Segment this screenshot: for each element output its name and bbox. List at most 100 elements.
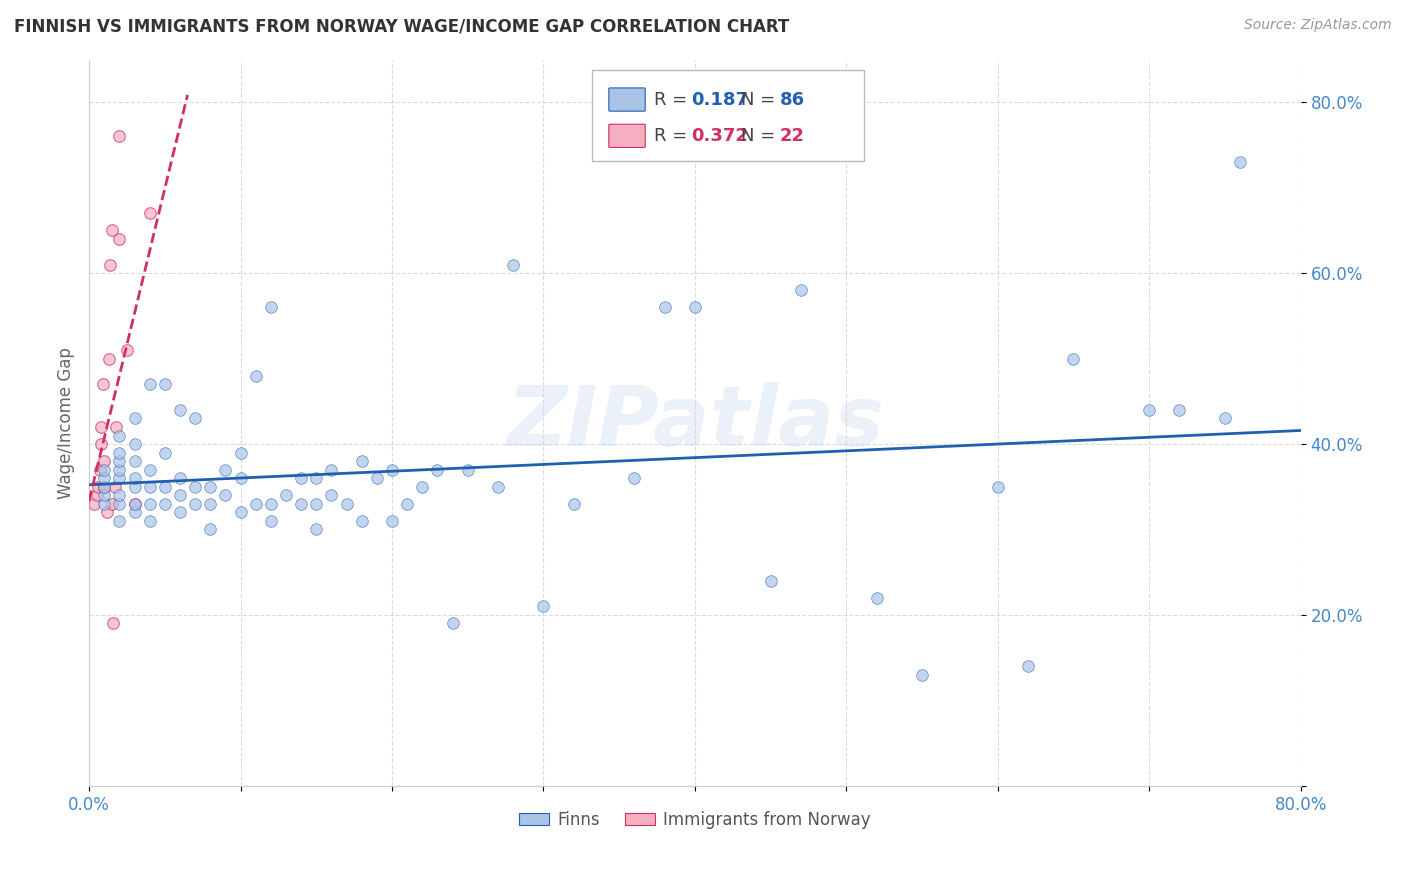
Point (200, 523, 222, 537)
Point (562, 497, 585, 511)
Point (623, 471, 645, 485)
Point (93, 497, 115, 511)
Point (101, 223, 124, 237)
Point (426, 463, 449, 477)
Text: 0.187: 0.187 (692, 91, 748, 109)
Point (396, 497, 419, 511)
Point (486, 480, 509, 494)
Point (115, 343, 138, 357)
Point (93, 488, 115, 502)
Point (138, 497, 160, 511)
Point (108, 454, 131, 468)
Text: 22: 22 (780, 127, 804, 145)
Point (169, 505, 191, 519)
Point (366, 471, 388, 485)
Point (108, 488, 131, 502)
Point (90, 437, 112, 451)
Point (138, 206, 160, 220)
Point (98, 258, 121, 272)
Point (124, 480, 146, 494)
Point (987, 480, 1010, 494)
Point (321, 463, 343, 477)
Point (305, 523, 328, 537)
Point (865, 591, 887, 605)
Legend: Finns, Immigrants from Norway: Finns, Immigrants from Norway (512, 805, 877, 836)
Point (790, 283, 813, 297)
Point (1213, 411, 1236, 425)
Point (89, 463, 111, 477)
Point (108, 232, 131, 246)
Point (108, 497, 131, 511)
Point (93, 480, 115, 494)
Point (153, 497, 176, 511)
Point (138, 377, 160, 392)
Text: 86: 86 (780, 91, 804, 109)
Point (1017, 659, 1039, 673)
Point (124, 497, 146, 511)
Point (86, 488, 108, 502)
Point (381, 514, 404, 528)
Point (138, 480, 160, 494)
Point (108, 129, 131, 144)
Point (108, 428, 131, 442)
Point (350, 514, 373, 528)
Point (654, 301, 676, 315)
Point (103, 616, 125, 631)
Point (200, 497, 222, 511)
Point (441, 616, 464, 631)
Point (169, 471, 191, 485)
Point (245, 368, 267, 383)
Point (245, 497, 267, 511)
Point (759, 574, 782, 588)
Point (290, 497, 312, 511)
Point (104, 480, 127, 494)
Point (124, 505, 146, 519)
Point (229, 445, 252, 459)
Point (91, 377, 114, 392)
Point (90, 420, 112, 434)
Point (124, 454, 146, 468)
Text: N =: N = (741, 91, 780, 109)
Point (169, 403, 191, 417)
Point (124, 437, 146, 451)
Text: N =: N = (741, 127, 780, 145)
FancyBboxPatch shape (609, 124, 645, 147)
Point (96, 505, 118, 519)
Point (381, 463, 404, 477)
Point (169, 488, 191, 502)
Point (93, 454, 115, 468)
Point (93, 480, 115, 494)
Point (93, 471, 115, 485)
Point (502, 258, 524, 272)
Point (105, 420, 128, 434)
Point (305, 471, 328, 485)
Point (97, 351, 120, 366)
Point (108, 463, 131, 477)
Point (153, 480, 176, 494)
Point (290, 471, 312, 485)
Point (87, 480, 110, 494)
Point (93, 463, 115, 477)
Point (108, 471, 131, 485)
Text: R =: R = (654, 91, 693, 109)
Point (200, 480, 222, 494)
Point (457, 463, 479, 477)
Point (1137, 403, 1160, 417)
Point (138, 463, 160, 477)
Point (1229, 155, 1251, 169)
Point (124, 497, 146, 511)
Point (531, 599, 554, 614)
Text: R =: R = (654, 127, 693, 145)
FancyBboxPatch shape (592, 70, 865, 161)
Text: ZIPatlas: ZIPatlas (506, 382, 884, 463)
Point (1063, 351, 1085, 366)
Point (350, 454, 373, 468)
Point (108, 514, 131, 528)
Point (214, 488, 236, 502)
Point (1168, 403, 1191, 417)
Text: Source: ZipAtlas.com: Source: ZipAtlas.com (1244, 18, 1392, 32)
Point (305, 497, 328, 511)
Point (683, 301, 706, 315)
Point (260, 301, 283, 315)
Point (335, 497, 357, 511)
